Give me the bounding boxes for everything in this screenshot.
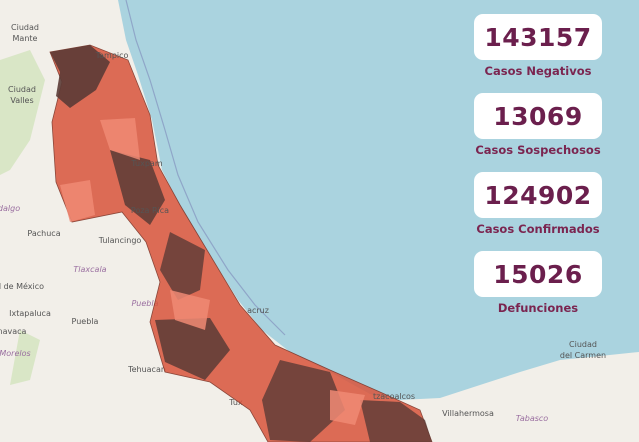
stat-value: 13069 [474,93,602,139]
veracruz-region [49,44,433,442]
place-label: Puebla [131,299,158,308]
place-label: Tuxpam [130,159,162,168]
place-label: Poza Rica [131,206,169,215]
place-label: Ciudad [8,85,36,94]
place-label: Pachuca [27,229,60,238]
dark-region [360,400,432,442]
place-label: Morelos [0,349,31,358]
dark-region [262,360,345,442]
place-label: Ciudad [11,23,39,32]
place-label: Puebla [72,317,99,326]
place-label: navaca [0,327,27,336]
place-label: del Carmen [560,351,606,360]
place-label: acruz [247,306,269,315]
stat-value: 124902 [474,172,602,218]
stat-label: Casos Negativos [484,64,592,78]
place-label: Valles [10,96,33,105]
labels-over: Tampico Tuxpam Poza Rica acruz tzacoalcos [95,51,415,401]
place-label: Tehuacan [127,365,166,374]
dark-region [50,45,110,108]
maritime-boundary [125,0,286,336]
place-label: Tabasco [516,414,548,423]
dark-region [110,150,165,225]
place-label: Tux [228,398,243,407]
stat-label: Casos Sospechosos [475,143,601,157]
place-label: Tlaxcala [73,265,106,274]
dark-region [155,318,230,380]
stat-value: 143157 [474,14,602,60]
place-label: Ciudad [569,340,597,349]
dark-region [160,232,205,300]
stat-label: Casos Confirmados [476,222,600,236]
place-label: dalgo [0,204,20,213]
place-label: tzacoalcos [373,392,415,401]
place-label: Tampico [95,51,129,60]
place-label: Ixtapaluca [9,309,51,318]
green-area [0,50,45,385]
labels-under: Ciudad Mante Ciudad Valles dalgo Pachuca Tulan… [0,23,606,423]
place-label: Mante [13,34,38,43]
place-label: d de México [0,281,44,291]
light-region [60,118,365,425]
place-label: Villahermosa [442,409,494,418]
place-label: Tulancingo [98,236,142,245]
stat-label: Defunciones [497,301,579,315]
stat-value: 15026 [474,251,602,297]
